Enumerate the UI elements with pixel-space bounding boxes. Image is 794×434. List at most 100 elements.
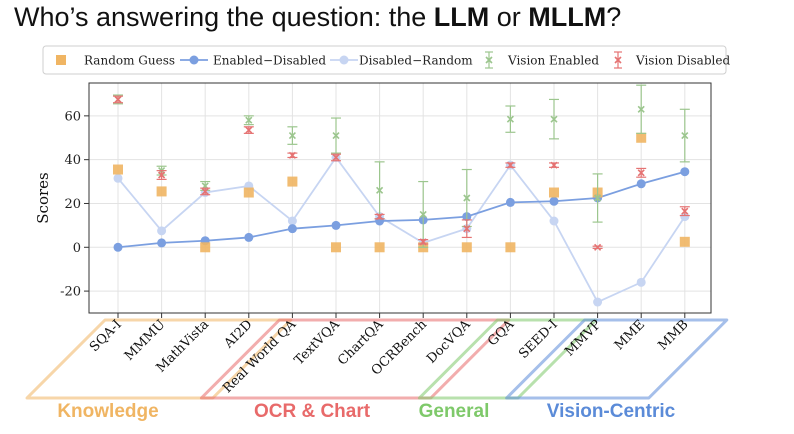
legend-label: Random Guess	[84, 54, 175, 68]
group-label: Vision-Centric	[547, 401, 676, 422]
data-point	[287, 216, 297, 226]
data-point	[113, 173, 123, 183]
x-tick-label: SEED-I	[516, 317, 561, 362]
errorbar-point	[245, 116, 253, 124]
legend-swatch	[485, 56, 493, 64]
errorbar-point	[114, 95, 122, 103]
errorbar-marker	[287, 126, 298, 145]
group-label: General	[419, 401, 490, 422]
legend-box	[42, 45, 727, 75]
x-tick-label: MME	[612, 317, 648, 353]
errorbar-point	[594, 194, 602, 202]
y-tick-label: 0	[73, 241, 81, 256]
errorbar-marker	[461, 168, 472, 228]
x-tick-label: GQA	[485, 317, 518, 350]
errorbar-point	[637, 169, 645, 177]
data-point	[331, 220, 341, 230]
plot-frame	[88, 82, 712, 314]
data-point	[157, 238, 167, 248]
page-title: Who’s answering the question: the LLM or…	[14, 2, 622, 32]
random-guess-marker	[679, 236, 690, 247]
x-tick-label: MMVP	[562, 317, 604, 359]
errorbar-point	[158, 171, 166, 179]
errorbar-marker	[243, 126, 254, 134]
y-tick-label: -20	[60, 285, 81, 300]
errorbar-point	[201, 187, 209, 195]
x-tick-label: MMB	[655, 317, 691, 353]
data-point	[549, 196, 559, 206]
errorbar-marker	[505, 105, 516, 133]
y-tick-label: 60	[64, 109, 81, 124]
x-tick-label: TextVQA	[292, 317, 344, 369]
legend-label: Disabled−Random	[359, 54, 473, 68]
errorbar-point	[376, 186, 384, 194]
data-point	[113, 242, 123, 252]
data-point	[157, 226, 167, 236]
errorbar-point	[419, 210, 427, 218]
legend-swatch	[189, 55, 199, 65]
errorbar-point	[245, 126, 253, 134]
errorbar-marker	[679, 206, 690, 217]
errorbar-marker	[374, 161, 385, 220]
data-point	[636, 179, 646, 189]
errorbar-point	[594, 243, 602, 251]
x-tick-label: SQA-I	[87, 317, 125, 355]
data-point	[680, 167, 690, 177]
random-guess-marker	[461, 242, 472, 253]
errorbar-marker	[331, 153, 341, 162]
random-guess-marker	[287, 176, 298, 187]
errorbar-point	[506, 115, 514, 123]
errorbar-point	[332, 132, 340, 140]
random-guess-marker	[113, 164, 123, 175]
random-guess-marker	[331, 242, 341, 253]
random-guess-marker	[636, 132, 647, 143]
errorbar-marker	[287, 151, 298, 159]
errorbar-marker	[243, 115, 254, 126]
legend-swatch	[614, 56, 622, 64]
errorbar-marker	[156, 170, 167, 180]
legend-label: Vision Disabled	[635, 54, 730, 68]
errorbar-marker	[592, 243, 603, 251]
errorbar-point	[681, 207, 689, 215]
data-point	[549, 216, 559, 226]
errorbar-marker	[418, 238, 429, 246]
errorbar-marker	[592, 173, 603, 223]
errorbar-point	[681, 132, 689, 140]
errorbar-marker	[636, 167, 647, 178]
data-point	[244, 232, 254, 242]
data-point	[505, 197, 515, 207]
errorbar-point	[506, 161, 514, 169]
errorbar-point	[550, 161, 558, 169]
errorbar-marker	[374, 213, 385, 221]
y-tick-label: 20	[64, 197, 81, 212]
errorbar-marker	[331, 117, 341, 154]
random-guess-marker	[505, 242, 516, 253]
random-guess-marker	[200, 242, 211, 253]
errorbar-point	[550, 115, 558, 123]
errorbar-point	[332, 153, 340, 162]
data-point	[636, 277, 646, 287]
errorbar-point	[637, 105, 645, 113]
errorbar-marker	[461, 219, 472, 239]
legend-label: Vision Enabled	[507, 54, 599, 68]
errorbar-marker	[200, 187, 211, 196]
errorbar-point	[288, 151, 296, 159]
random-guess-marker	[549, 187, 559, 198]
errorbar-marker	[505, 161, 516, 169]
legend-label: Enabled−Disabled	[213, 54, 326, 68]
x-tick-label: AI2D	[221, 317, 256, 352]
group-bracket	[505, 318, 729, 400]
y-tick-label: 40	[64, 153, 81, 168]
legend-swatch	[339, 55, 349, 65]
random-guess-marker	[374, 242, 385, 253]
y-axis-label: Scores	[34, 172, 52, 223]
errorbar-point	[419, 238, 427, 246]
errorbar-marker	[549, 98, 559, 140]
errorbar-marker	[636, 84, 647, 134]
errorbar-marker	[549, 161, 559, 169]
series-line	[117, 155, 686, 304]
errorbar-marker	[418, 180, 429, 248]
group-label: Knowledge	[57, 401, 158, 422]
errorbar-point	[463, 225, 471, 233]
